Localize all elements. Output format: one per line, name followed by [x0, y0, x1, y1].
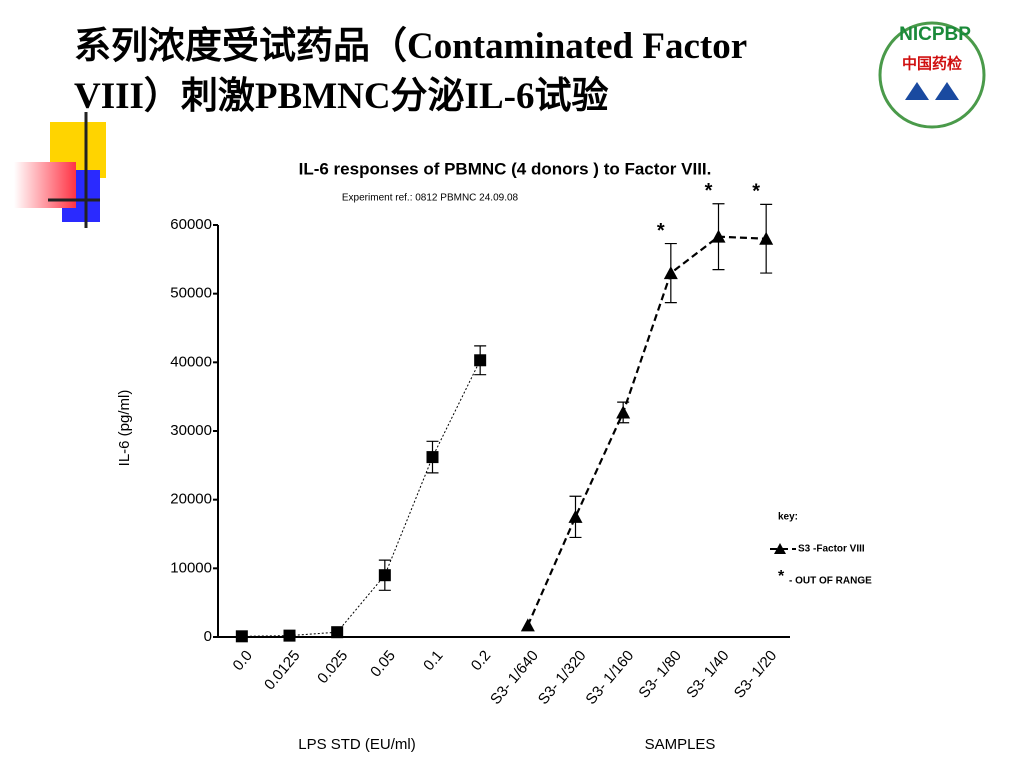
slide-title-line: 系列浓度受试药品（Contaminated Factor — [74, 26, 748, 67]
x-tick-label: S3- 1/640 — [487, 647, 542, 708]
y-tick-label: 50000 — [170, 285, 212, 302]
chart-title: IL-6 responses of PBMNC (4 donors ) to F… — [299, 159, 712, 178]
y-tick-label: 20000 — [170, 491, 212, 508]
marker — [474, 354, 487, 367]
chart-subtitle: Experiment ref.: 0812 PBMNC 24.09.08 — [342, 193, 519, 204]
annotation: * — [752, 181, 760, 203]
annotation: * — [705, 180, 713, 202]
slide-title-line: VIII）刺激PBMNC分泌IL-6试验 — [74, 76, 609, 117]
x-tick-label: S3- 1/20 — [731, 647, 780, 701]
logo-arc-text: NICPBP — [899, 24, 971, 45]
x-tick-label: 0.1 — [420, 647, 446, 674]
marker — [235, 630, 248, 643]
note-symbol: * — [778, 568, 785, 585]
series-line — [241, 360, 481, 637]
y-tick-label: 40000 — [170, 353, 212, 370]
x-tick-label: 0.025 — [314, 647, 351, 687]
marker — [520, 618, 535, 632]
y-tick-label: 30000 — [170, 422, 212, 439]
x-tick-label: S3- 1/160 — [582, 647, 637, 708]
y-tick-label: 10000 — [170, 559, 212, 576]
logo-icon — [905, 82, 959, 100]
series-line — [526, 235, 767, 626]
note-text: - OUT OF RANGE — [789, 576, 872, 587]
legend-marker — [774, 543, 786, 554]
marker — [426, 451, 439, 464]
x-tick-label: S3- 1/40 — [683, 647, 732, 701]
logo: NICPBP 中国药检 — [878, 21, 986, 129]
x-tick-label: 0.0125 — [261, 647, 304, 693]
logo-label: 中国药检 — [902, 55, 962, 73]
annotation: * — [657, 220, 665, 242]
legend-title: key: — [778, 512, 798, 523]
legend-label: S3 -Factor VIII — [798, 544, 865, 555]
y-tick-label: 0 — [204, 628, 212, 645]
marker — [616, 405, 631, 419]
x-tick-label: 0.0 — [230, 647, 256, 674]
marker — [378, 569, 391, 582]
slide-title: 系列浓度受试药品（Contaminated Factor VIII）刺激PBMN… — [74, 22, 747, 122]
x-tick-label: 0.05 — [367, 647, 399, 680]
y-tick-label: 60000 — [170, 216, 212, 233]
marker — [759, 231, 774, 245]
marker — [283, 629, 296, 642]
y-axis-label: IL-6 (pg/ml) — [116, 390, 133, 467]
marker — [568, 509, 583, 523]
marker — [663, 266, 678, 280]
x-tick-label: S3- 1/320 — [535, 647, 590, 708]
marker — [711, 229, 726, 243]
x-tick-label: 0.2 — [468, 647, 494, 674]
x-tick-label: S3- 1/80 — [635, 647, 684, 701]
x-group-label: LPS STD (EU/ml) — [298, 736, 416, 753]
x-group-label: SAMPLES — [645, 736, 716, 753]
logo-ring — [878, 21, 986, 129]
marker — [331, 626, 344, 639]
